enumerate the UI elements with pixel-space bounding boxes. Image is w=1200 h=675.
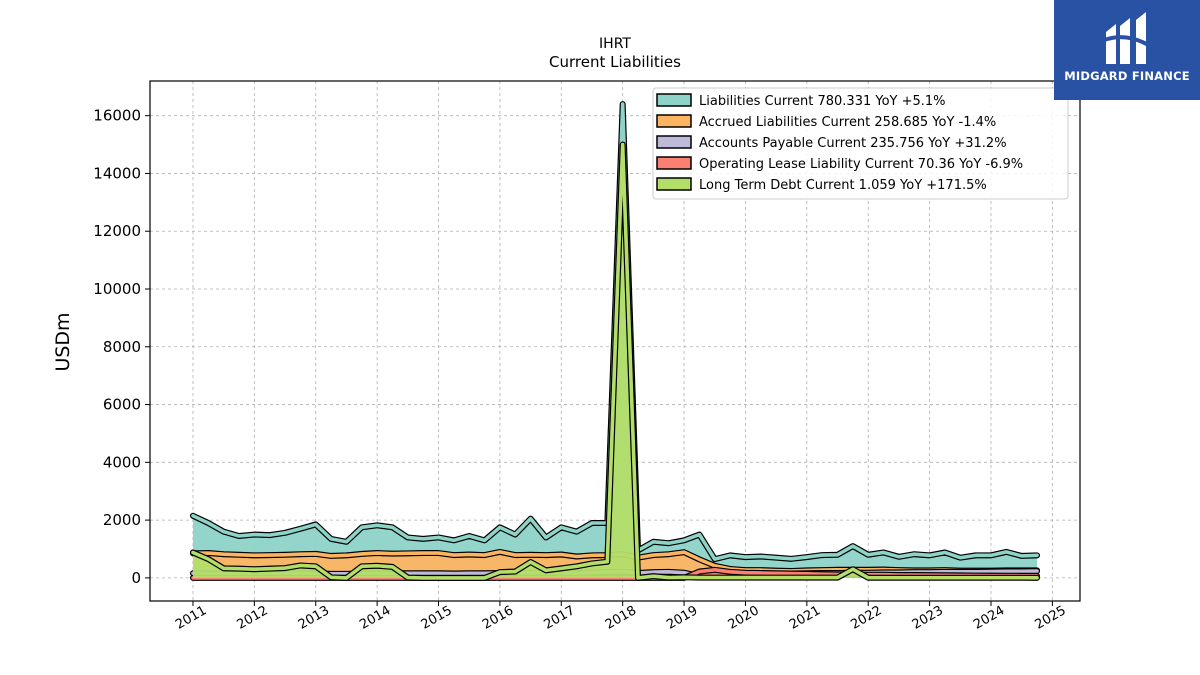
y-tick-label-3: 6000 [103, 396, 141, 414]
legend-swatch-3 [656, 156, 692, 170]
series-line-4 [191, 142, 1039, 580]
y-tick-label-0: 0 [131, 569, 141, 587]
x-tick-label-1: 2012 [235, 603, 271, 633]
legend-swatch-1 [656, 114, 692, 128]
plot-frame [149, 80, 1081, 602]
x-tick-label-10: 2021 [787, 603, 823, 633]
chart-subtitle: Current Liabilities [549, 53, 681, 71]
y-tick-label-8: 16000 [93, 107, 141, 125]
y-tick-label-4: 8000 [103, 338, 141, 356]
legend-entry-3: Operating Lease Liability Current 70.36 … [699, 157, 1023, 172]
x-tick-label-5: 2016 [480, 603, 516, 633]
y-axis-ticks: 0 2000 4000 6000 8000 10000 12000 14000 16000 [93, 107, 150, 587]
y-tick-label-5: 10000 [93, 280, 141, 298]
x-tick-label-3: 2014 [357, 603, 393, 633]
x-tick-label-6: 2017 [541, 603, 577, 633]
y-axis-label: USDm [52, 312, 74, 371]
chart-title: IHRT [599, 36, 631, 52]
x-tick-label-9: 2020 [726, 603, 762, 633]
x-tick-label-4: 2015 [419, 603, 455, 633]
legend-swatch-4 [656, 177, 692, 191]
x-axis-ticks: 2011 2012 2013 2014 2015 2016 2017 2018 2019 2020… [173, 601, 1069, 633]
x-tick-label-8: 2019 [664, 603, 700, 633]
x-tick-label-13: 2024 [971, 603, 1007, 633]
legend: Liabilities Current 780.331 YoY +5.1% Acc… [652, 87, 1069, 200]
legend-swatch-0 [656, 93, 692, 107]
brand-name: MIDGARD FINANCE [1064, 69, 1190, 83]
legend-swatch-2 [656, 135, 692, 149]
series-layer [189, 101, 1041, 581]
legend-entry-0: Liabilities Current 780.331 YoY +5.1% [699, 94, 946, 109]
y-tick-label-7: 14000 [93, 164, 141, 182]
x-tick-label-0: 2011 [173, 603, 209, 633]
x-tick-label-7: 2018 [603, 603, 639, 633]
brand-logo: MIDGARD FINANCE [1054, 0, 1200, 100]
legend-box [652, 87, 1069, 200]
y-tick-label-1: 2000 [103, 511, 141, 529]
legend-entry-1: Accrued Liabilities Current 258.685 YoY … [699, 115, 996, 130]
x-tick-label-2: 2013 [296, 603, 332, 633]
x-tick-label-14: 2025 [1033, 603, 1069, 633]
x-tick-label-12: 2023 [910, 603, 946, 633]
brand-mark-icon [1103, 12, 1152, 64]
x-tick-label-11: 2022 [848, 603, 884, 633]
y-tick-label-2: 4000 [103, 453, 141, 471]
y-tick-label-6: 12000 [93, 222, 141, 240]
legend-entry-4: Long Term Debt Current 1.059 YoY +171.5% [699, 178, 987, 193]
legend-entry-2: Accounts Payable Current 235.756 YoY +31… [699, 136, 1007, 151]
